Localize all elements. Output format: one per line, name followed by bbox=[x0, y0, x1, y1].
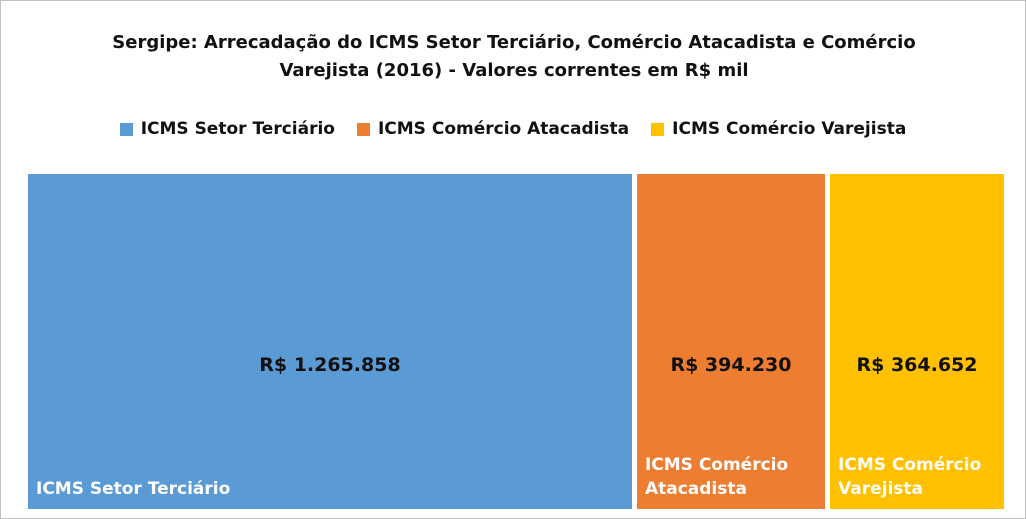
legend-swatch bbox=[119, 122, 133, 136]
chart-title: Sergipe: Arrecadação do ICMS Setor Terci… bbox=[112, 32, 916, 81]
legend-item: ICMS Setor Terciário bbox=[119, 119, 335, 139]
legend-label: ICMS Comércio Atacadista bbox=[377, 119, 630, 139]
tile: R$ 394.230 ICMS Comércio Atacadista bbox=[636, 174, 826, 509]
legend: ICMS Setor Terciário ICMS Comércio Atacad… bbox=[1, 119, 1025, 139]
value-label: R$ 364.652 bbox=[856, 354, 978, 376]
tile-label: ICMS Comércio Varejista bbox=[838, 455, 982, 499]
tile-label: ICMS Comércio Atacadista bbox=[644, 455, 789, 499]
legend-label: ICMS Setor Terciário bbox=[140, 119, 335, 139]
value-label: R$ 1.265.858 bbox=[259, 354, 401, 376]
value-label: R$ 394.230 bbox=[670, 354, 792, 376]
legend-item: ICMS Comércio Varejista bbox=[651, 119, 906, 139]
legend-label: ICMS Comércio Varejista bbox=[672, 119, 907, 139]
tile-label: ICMS Setor Terciário bbox=[36, 479, 231, 499]
tile: R$ 1.265.858 ICMS Setor Terciário bbox=[28, 174, 632, 509]
legend-swatch bbox=[356, 122, 370, 136]
tile: R$ 364.652 ICMS Comércio Varejista bbox=[830, 174, 1004, 509]
legend-item: ICMS Comércio Atacadista bbox=[356, 119, 630, 139]
legend-swatch bbox=[651, 122, 665, 136]
